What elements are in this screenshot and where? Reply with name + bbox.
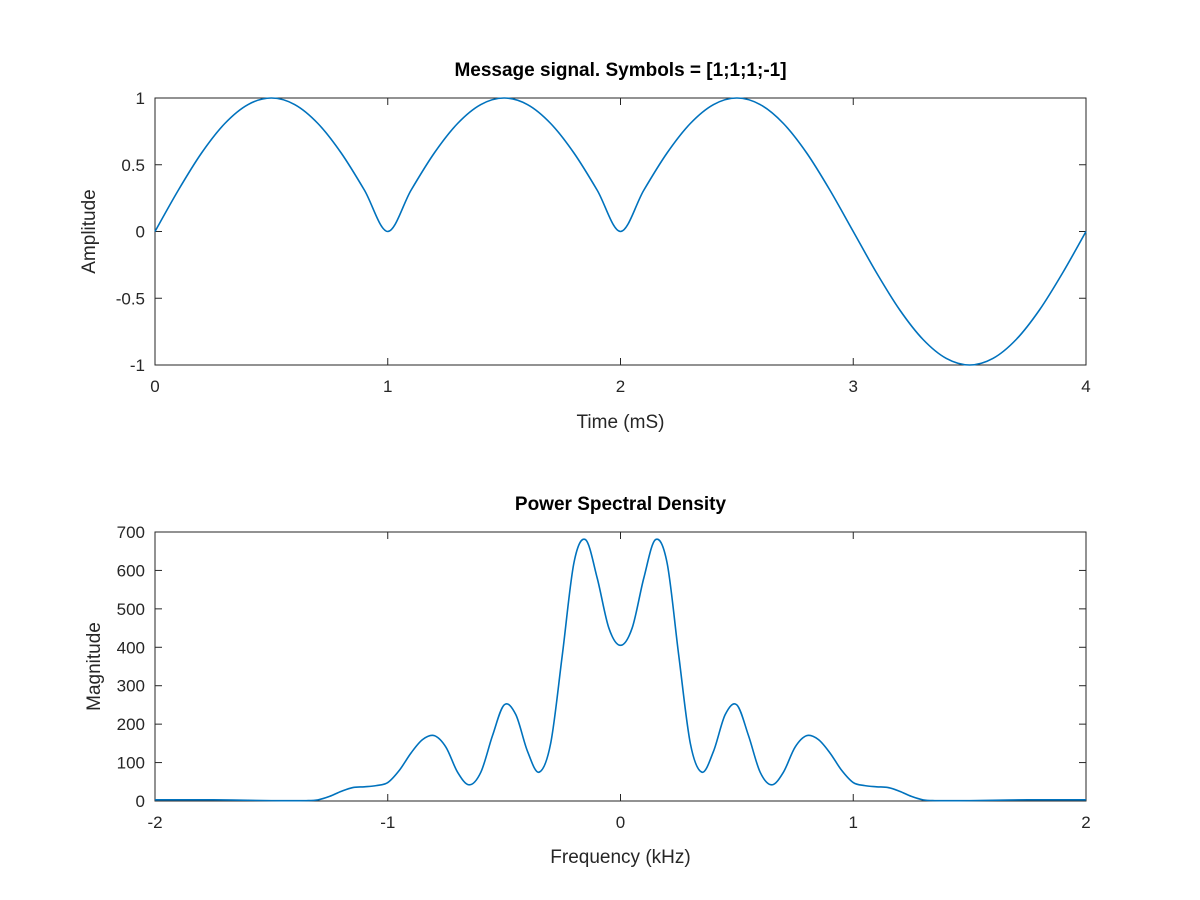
message-signal-xtick-label: 4 (1081, 377, 1090, 396)
psd-ytick-label: 400 (117, 638, 145, 657)
psd-xtick-label: -1 (380, 813, 395, 832)
message-signal-ytick-label: 0 (136, 223, 145, 242)
psd-title: Power Spectral Density (515, 494, 727, 515)
psd-xtick-label: -2 (147, 813, 162, 832)
psd-series-line (154, 538, 1087, 802)
message-signal-ytick-label: 0.5 (121, 156, 145, 175)
message-signal-ytick-label: -1 (130, 356, 145, 375)
message-signal-xtick-label: 2 (616, 377, 625, 396)
psd-ytick-label: 500 (117, 600, 145, 619)
power-spectral-density-plot: -2 -1 0 1 2 0 100 200 300 400 500 600 700 Power Spect… (84, 494, 1091, 868)
message-signal-series-line (154, 97, 1087, 366)
message-signal-title: Message signal. Symbols = [1;1;1;-1] (454, 60, 786, 81)
message-signal-ytick-label: -0.5 (116, 289, 145, 308)
psd-ylabel: Magnitude (84, 622, 105, 711)
message-signal-ylabel: Amplitude (79, 189, 100, 274)
psd-ytick-label: 100 (117, 754, 145, 773)
message-signal-xtick-label: 1 (383, 377, 392, 396)
message-signal-xtick-label: 3 (849, 377, 858, 396)
message-signal-plot: 0 1 2 3 4 -1 -0.5 0 0.5 1 Message signal. Symbols … (79, 60, 1091, 433)
psd-xlabel: Frequency (kHz) (550, 847, 690, 868)
message-signal-ytick-label: 1 (136, 89, 145, 108)
message-signal-xlabel: Time (mS) (577, 412, 665, 433)
psd-ytick-label: 0 (136, 792, 145, 811)
psd-ytick-label: 300 (117, 677, 145, 696)
psd-xtick-label: 1 (849, 813, 858, 832)
psd-ytick-label: 700 (117, 523, 145, 542)
psd-ytick-label: 600 (117, 561, 145, 580)
psd-xtick-label: 0 (616, 813, 625, 832)
psd-ytick-label: 200 (117, 715, 145, 734)
psd-xtick-label: 2 (1081, 813, 1090, 832)
message-signal-xtick-label: 0 (150, 377, 159, 396)
psd-axes-box (154, 531, 1087, 802)
